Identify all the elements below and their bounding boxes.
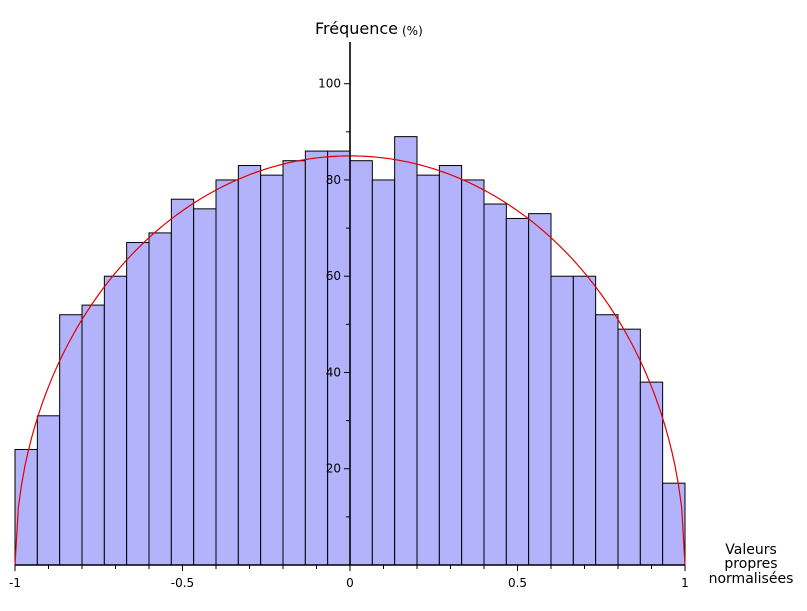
axis-labels: Fréquence (%) Valeurs propres normalisée… — [315, 19, 793, 587]
histogram-bar — [461, 179, 485, 566]
histogram-bar — [371, 179, 396, 566]
histogram-bar — [81, 304, 105, 566]
x-tick-label: -1 — [9, 576, 21, 590]
x-tick-label: -0.5 — [171, 576, 194, 590]
histogram-bar — [394, 136, 418, 566]
y-tick-label: 60 — [326, 269, 341, 283]
x-tick-label: 0.5 — [508, 576, 527, 590]
histogram-bar — [528, 213, 552, 566]
histogram-bar — [304, 150, 329, 566]
x-axis-label-line-1: Valeurs — [725, 542, 777, 558]
y-axis-label: Fréquence — [315, 19, 398, 38]
x-tick-label: 0 — [346, 576, 354, 590]
y-tick-label: 80 — [326, 173, 341, 187]
histogram-bar — [505, 217, 530, 566]
y-tick-label: 20 — [326, 462, 341, 476]
histogram-bar — [572, 275, 597, 566]
x-axis-label-line-2: propres — [724, 556, 777, 572]
histogram-bar — [282, 160, 306, 566]
y-tick-label: 100 — [318, 77, 341, 91]
histogram-bar — [59, 314, 83, 566]
histogram-bar — [595, 314, 619, 566]
histogram-bar — [416, 174, 440, 566]
histogram-bar — [483, 203, 507, 566]
y-axis-unit: (%) — [402, 24, 423, 38]
histogram-bar — [215, 179, 239, 566]
x-axis-label-line-3: normalisées — [709, 571, 794, 587]
histogram-bar — [617, 328, 641, 566]
x-tick-label: 1 — [681, 576, 689, 590]
histogram-bar — [327, 150, 351, 566]
histogram-bar — [170, 198, 195, 566]
histogram-bar — [260, 174, 284, 566]
histogram-bars — [14, 136, 686, 566]
histogram-bar — [662, 482, 686, 566]
histogram-bar — [438, 165, 463, 566]
histogram-bar — [237, 165, 262, 566]
histogram-bar — [193, 208, 217, 566]
histogram-bar — [103, 275, 128, 566]
histogram-bar — [126, 242, 150, 566]
histogram-bar — [36, 415, 61, 566]
histogram-bar — [148, 232, 172, 566]
y-tick-label: 40 — [326, 365, 341, 379]
histogram-bar — [550, 275, 574, 566]
histogram-bar — [349, 160, 373, 566]
axis-ticks: -1 -0.5 0 0.5 1 20 40 60 80 100 — [9, 77, 689, 590]
